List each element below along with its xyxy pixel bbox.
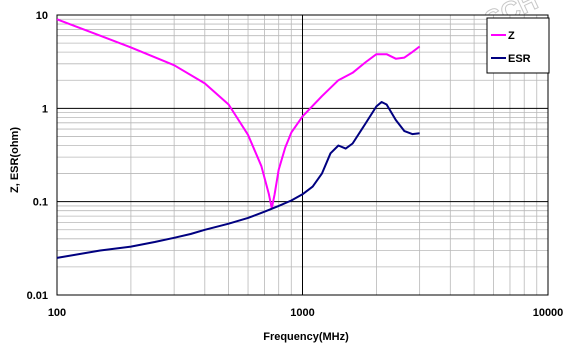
x-axis-label: Frequency(MHz) bbox=[263, 331, 349, 343]
y-tick-label: 1 bbox=[42, 103, 48, 115]
legend-box bbox=[486, 17, 550, 74]
grid bbox=[57, 15, 548, 295]
y-tick-label: 0.01 bbox=[27, 290, 48, 302]
legend-label-esr: ESR bbox=[508, 53, 531, 65]
y-tick-label: 10 bbox=[36, 10, 48, 22]
series-layer bbox=[56, 18, 421, 259]
legend-label-z: Z bbox=[508, 30, 515, 42]
x-tick-label: 100 bbox=[48, 307, 66, 319]
x-tick-label: 1000 bbox=[290, 307, 314, 319]
series-line-z bbox=[56, 18, 421, 210]
legend: Z ESR bbox=[486, 17, 550, 74]
series-line-esr bbox=[56, 101, 420, 259]
y-axis-label: Z, ESR(ohm) bbox=[9, 127, 21, 193]
plot-border bbox=[56, 14, 549, 296]
x-tick-label: 10000 bbox=[533, 307, 564, 319]
tick-labels: 100 1000 10000 10 1 0.1 0.01 bbox=[27, 10, 564, 319]
plot-frame bbox=[56, 14, 549, 296]
y-tick-label: 0.1 bbox=[33, 197, 48, 209]
